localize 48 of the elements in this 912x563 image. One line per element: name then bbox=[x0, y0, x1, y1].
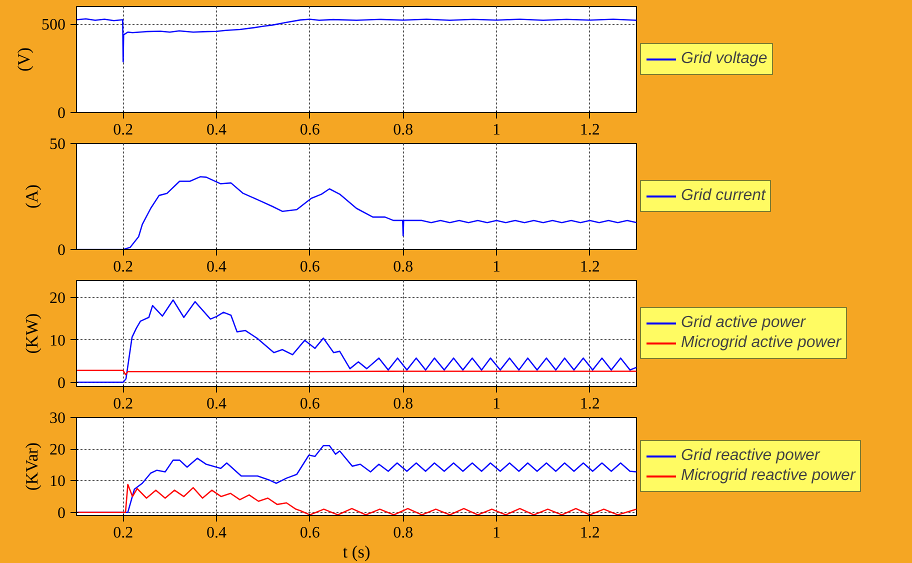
x-tick-label: 0.6 bbox=[300, 396, 320, 412]
x-tick-label: 0.2 bbox=[113, 396, 134, 412]
y-tick-label: 10 bbox=[50, 473, 66, 490]
x-tick-label: 0.2 bbox=[113, 258, 134, 276]
y-tick-label: 20 bbox=[50, 442, 66, 459]
x-tick-label: 0.6 bbox=[300, 524, 320, 542]
y-axis-title: (A) bbox=[22, 184, 42, 209]
x-tick-label: 0.6 bbox=[300, 122, 320, 138]
x-tick-label: 0.2 bbox=[113, 122, 134, 138]
y-tick-label: 0 bbox=[58, 242, 66, 259]
x-tick-label: 0.4 bbox=[206, 258, 226, 276]
y-tick-label: 30 bbox=[50, 410, 66, 427]
y-tick-label: 0 bbox=[58, 105, 66, 122]
line-series bbox=[76, 484, 636, 516]
x-tick-label: 0.2 bbox=[113, 524, 134, 542]
y-tick-label: 0 bbox=[58, 374, 66, 392]
x-tick-label: 1.2 bbox=[580, 396, 600, 412]
x-tick-label: 1 bbox=[492, 122, 500, 138]
y-axis-title: (KW) bbox=[22, 313, 42, 354]
x-axis-title: t (s) bbox=[342, 542, 370, 562]
line-series bbox=[76, 18, 636, 62]
y-tick-label: 0 bbox=[58, 504, 66, 522]
x-tick-label: 0.8 bbox=[393, 396, 414, 412]
x-tick-label: 0.8 bbox=[393, 258, 414, 276]
y-tick-label: 500 bbox=[42, 16, 66, 34]
y-tick-label: 10 bbox=[50, 332, 66, 350]
x-tick-label: 0.4 bbox=[206, 122, 226, 138]
y-tick-label: 50 bbox=[50, 136, 66, 153]
legend-label: Grid voltage bbox=[681, 50, 768, 68]
x-tick-label: 1.2 bbox=[580, 122, 600, 138]
legend-label: Microgrid reactive power bbox=[681, 467, 856, 485]
x-tick-label: 1 bbox=[492, 258, 500, 276]
y-tick-label: 20 bbox=[50, 290, 66, 307]
x-tick-label: 0.8 bbox=[393, 524, 414, 542]
x-tick-label: 1.2 bbox=[580, 524, 600, 542]
x-tick-label: 1.2 bbox=[580, 258, 600, 276]
x-tick-label: 1 bbox=[492, 524, 500, 542]
x-tick-label: 0.4 bbox=[206, 524, 226, 542]
x-tick-label: 1 bbox=[492, 396, 500, 412]
legend-label: Microgrid active power bbox=[681, 334, 842, 352]
x-tick-label: 0.4 bbox=[206, 396, 226, 412]
legend-label: Grid current bbox=[681, 187, 766, 205]
x-tick-label: 0.6 bbox=[300, 258, 320, 276]
legend-label: Grid reactive power bbox=[681, 447, 820, 465]
legend-label: Grid active power bbox=[681, 314, 806, 332]
y-axis-title: (V) bbox=[14, 47, 34, 72]
y-axis-title: (KVar) bbox=[22, 442, 42, 491]
x-tick-label: 0.8 bbox=[393, 122, 414, 138]
